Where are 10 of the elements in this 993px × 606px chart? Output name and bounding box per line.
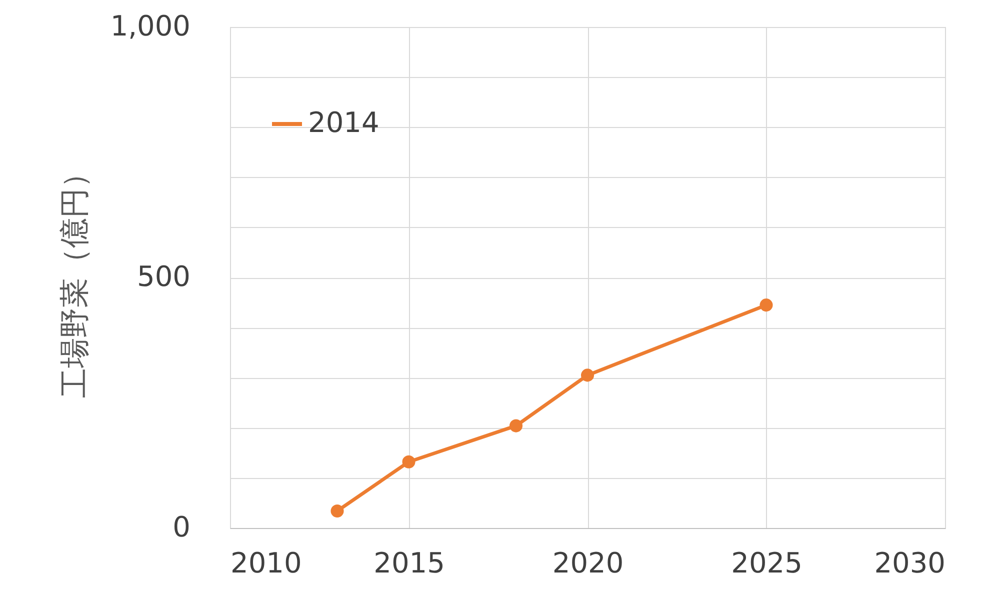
y-tick-label: 1,000 — [110, 10, 190, 42]
x-tick-label: 2025 — [731, 546, 802, 580]
x-tick-label: 2020 — [552, 546, 624, 580]
x-tick-label: 2010 — [230, 546, 302, 580]
y-tick-label: 500 — [137, 260, 190, 293]
x-tick-label: 2030 — [874, 546, 946, 580]
legend-label: 2014 — [308, 106, 380, 139]
y-tick-label: 0 — [172, 510, 190, 544]
y-axis-title: 工場野菜（億円） — [57, 158, 92, 398]
x-tick-label: 2015 — [374, 546, 445, 580]
